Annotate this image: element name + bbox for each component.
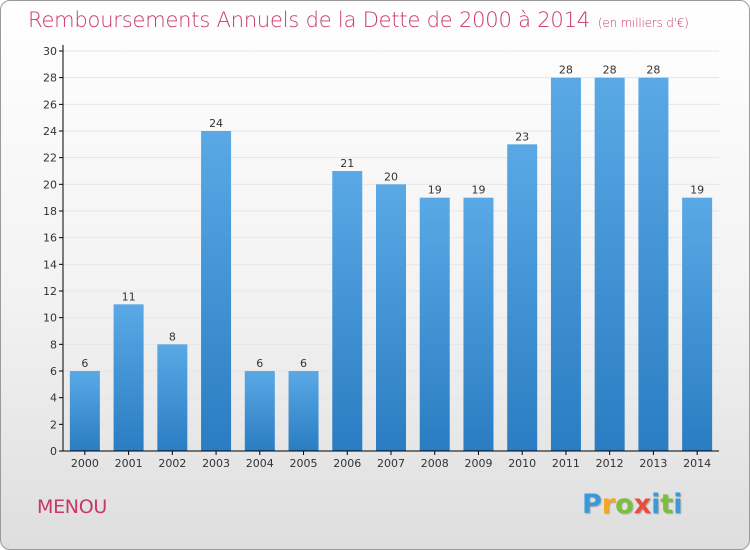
y-tick-label: 24 xyxy=(43,125,57,138)
bar xyxy=(419,197,450,451)
y-tick-label: 16 xyxy=(43,232,57,245)
bars xyxy=(69,77,713,452)
bar xyxy=(463,197,494,451)
y-tick-label: 4 xyxy=(50,392,57,405)
bar xyxy=(157,344,188,451)
x-tick-label: 2005 xyxy=(290,457,318,470)
bar xyxy=(69,371,100,451)
y-tick-label: 26 xyxy=(43,98,57,111)
x-tick-label: 2000 xyxy=(71,457,99,470)
logo-letter: o xyxy=(615,489,634,520)
y-tick-label: 18 xyxy=(43,205,57,218)
x-tick-label: 2012 xyxy=(596,457,624,470)
proxiti-logo: Proxiti xyxy=(582,489,683,520)
bar xyxy=(113,304,144,451)
bar xyxy=(682,197,713,451)
chart-title: Remboursements Annuels de la Dette de 20… xyxy=(28,8,689,32)
logo-letter: i xyxy=(673,489,683,520)
x-tick-label: 2010 xyxy=(508,457,536,470)
data-label: 28 xyxy=(603,64,617,77)
y-tick-label: 28 xyxy=(43,72,57,85)
data-label: 23 xyxy=(515,130,529,143)
bar xyxy=(332,171,363,451)
y-tick-label: 12 xyxy=(43,285,57,298)
logo-letter: r xyxy=(601,489,616,520)
bar xyxy=(550,77,581,452)
y-tick-label: 8 xyxy=(50,338,57,351)
data-label: 6 xyxy=(81,357,88,370)
bar xyxy=(244,371,275,451)
x-tick-label: 2007 xyxy=(377,457,405,470)
logo-letter: t xyxy=(660,489,674,520)
chart-title-text: Remboursements Annuels de la Dette de 20… xyxy=(28,8,590,32)
x-tick-label: 2013 xyxy=(639,457,667,470)
data-labels: 6 11 8 24 6 6 21 20 19 19 23 28 28 28 19 xyxy=(81,64,704,370)
y-tick-label: 14 xyxy=(43,258,57,271)
y-tick-label: 6 xyxy=(50,365,57,378)
x-tick-label: 2001 xyxy=(115,457,143,470)
bar xyxy=(507,144,538,452)
x-tick-label: 2014 xyxy=(683,457,711,470)
x-tick-label: 2006 xyxy=(333,457,361,470)
data-label: 8 xyxy=(169,330,176,343)
y-tick-label: 0 xyxy=(50,445,57,458)
x-tick-label: 2009 xyxy=(464,457,492,470)
bar xyxy=(201,131,232,451)
x-tick-label: 2011 xyxy=(552,457,580,470)
y-tick-label: 20 xyxy=(43,178,57,191)
y-tick-label: 22 xyxy=(43,152,57,165)
data-label: 6 xyxy=(256,357,263,370)
x-tick-label: 2002 xyxy=(158,457,186,470)
bar xyxy=(594,77,625,452)
chart-unit-label: (en milliers d'€) xyxy=(597,16,689,30)
data-label: 6 xyxy=(300,357,307,370)
data-label: 19 xyxy=(428,184,442,197)
y-tick-label: 30 xyxy=(43,45,57,58)
data-label: 28 xyxy=(646,64,660,77)
bar xyxy=(638,77,669,452)
bar xyxy=(376,184,406,452)
logo-letter: x xyxy=(633,489,652,520)
data-label: 24 xyxy=(209,117,223,130)
y-tick-label: 10 xyxy=(43,312,57,325)
commune-name: MENOU xyxy=(37,496,107,518)
data-label: 11 xyxy=(122,290,136,303)
data-label: 19 xyxy=(690,184,704,197)
data-label: 20 xyxy=(384,170,398,183)
x-tick-label: 2003 xyxy=(202,457,230,470)
data-label: 21 xyxy=(340,157,354,170)
logo-letter: i xyxy=(651,489,661,520)
logo-letter: P xyxy=(582,489,602,520)
y-tick-label: 2 xyxy=(50,418,57,431)
bar xyxy=(288,371,319,451)
x-tick-label: 2004 xyxy=(246,457,274,470)
x-tick-label: 2008 xyxy=(421,457,449,470)
data-label: 19 xyxy=(471,184,485,197)
data-label: 28 xyxy=(559,64,573,77)
